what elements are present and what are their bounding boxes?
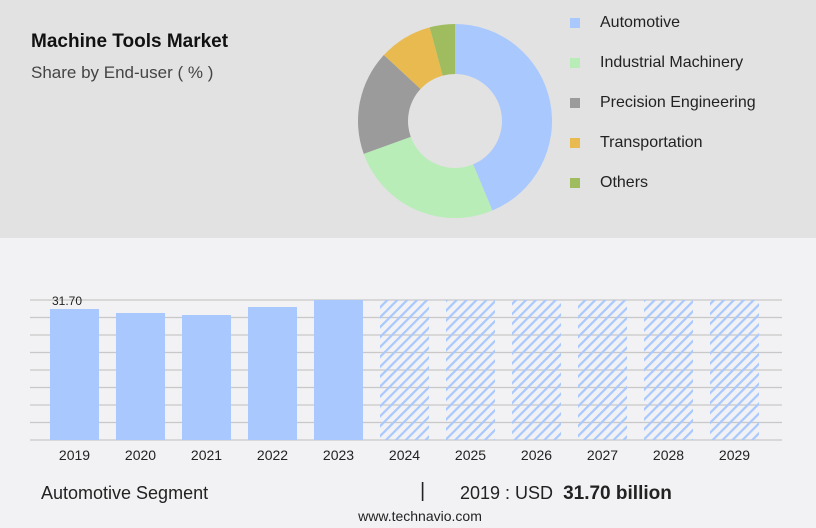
legend-swatch xyxy=(570,18,580,28)
slice-precision-engineering xyxy=(358,55,421,154)
x-tick-label: 2020 xyxy=(125,447,156,463)
x-tick-label: 2019 xyxy=(59,447,90,463)
slice-industrial-machinery xyxy=(363,136,493,218)
bar-chart: 2019 31.70 2020 2021 2022 2023 2024 2025 2026 202… xyxy=(30,294,782,463)
x-tick-label: 2023 xyxy=(323,447,354,463)
year-label: 2019 : USD xyxy=(460,483,554,503)
legend-item: Industrial Machinery xyxy=(570,54,743,72)
slice-transportation xyxy=(383,27,443,90)
x-tick-label: 2022 xyxy=(257,447,288,463)
chart-title: Machine Tools Market xyxy=(31,31,229,52)
separator: | xyxy=(420,480,426,502)
x-tick-label: 2024 xyxy=(389,447,420,463)
segment-label: Automotive Segment xyxy=(41,483,209,503)
legend-item: Others xyxy=(570,174,648,192)
x-tick-label: 2029 xyxy=(719,447,750,463)
forecast-bar-2029 xyxy=(710,300,759,440)
legend-item: Automotive xyxy=(570,14,680,32)
bar-2022 xyxy=(248,306,297,440)
bar-2019 xyxy=(50,309,99,440)
bar-2021 xyxy=(182,315,231,440)
bar-2023 xyxy=(314,300,363,440)
x-tick-label: 2025 xyxy=(455,447,486,463)
x-tick-label: 2027 xyxy=(587,447,618,463)
legend-item: Transportation xyxy=(570,134,703,152)
data-label: 31.70 xyxy=(52,294,82,308)
legend-swatch xyxy=(570,138,580,148)
value-label: 31.70 billion xyxy=(563,483,672,504)
x-tick-label: 2021 xyxy=(191,447,222,463)
legend-item: Precision Engineering xyxy=(570,94,756,112)
slice-others xyxy=(429,24,455,76)
forecast-bar-2028 xyxy=(644,300,693,440)
site-url[interactable]: www.technavio.com xyxy=(358,508,482,524)
legend-label: Industrial Machinery xyxy=(600,54,744,71)
legend-swatch xyxy=(570,178,580,188)
legend-label: Others xyxy=(600,174,649,191)
legend-swatch xyxy=(570,58,580,68)
chart-subtitle: Share by End-user ( % ) xyxy=(31,63,214,82)
forecast-bar-2025 xyxy=(446,300,495,440)
legend-label: Automotive xyxy=(600,14,681,31)
x-tick-label: 2028 xyxy=(653,447,684,463)
forecast-bar-2027 xyxy=(578,300,627,440)
x-tick-label: 2026 xyxy=(521,447,552,463)
donut-chart xyxy=(358,24,552,218)
bar-2020 xyxy=(116,313,165,440)
slice-automotive xyxy=(455,24,552,211)
legend-label: Transportation xyxy=(600,134,703,151)
forecast-bar-2024 xyxy=(380,300,429,440)
forecast-bar-2026 xyxy=(512,300,561,440)
value-summary: 2019 : USD 31.70 billion xyxy=(460,483,672,505)
legend-label: Precision Engineering xyxy=(600,94,756,111)
legend-swatch xyxy=(570,98,580,108)
